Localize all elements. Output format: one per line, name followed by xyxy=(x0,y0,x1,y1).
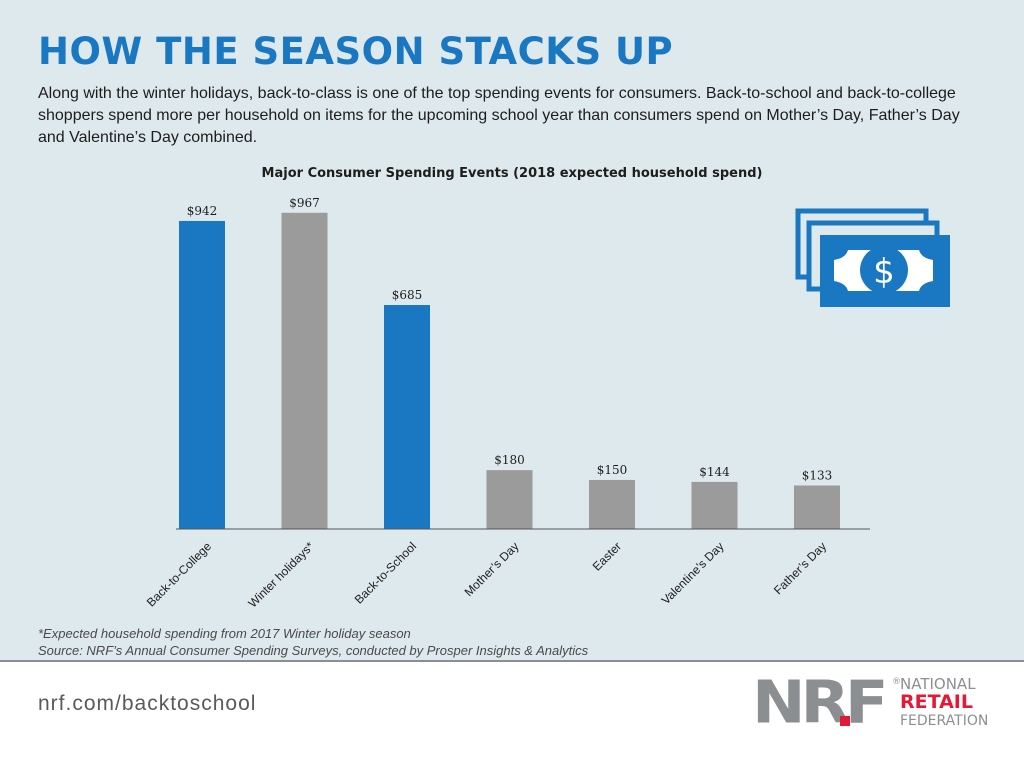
category-label-valentine-s-day: Valentine’s Day xyxy=(659,539,727,607)
intro-paragraph: Along with the winter holidays, back-to-… xyxy=(38,85,960,146)
value-label-back-to-college: $942 xyxy=(187,204,218,218)
content-panel xyxy=(0,0,1024,660)
value-label-valentine-s-day: $144 xyxy=(699,465,730,479)
chart-value-labels: $942 $967 $685 $180 $150 $144 $133 xyxy=(187,196,833,483)
chart-footnotes: *Expected household spending from 2017 W… xyxy=(38,625,588,659)
nrf-logo-national: NATIONAL xyxy=(900,675,976,693)
footnote-note: *Expected household spending from 2017 W… xyxy=(38,626,411,641)
chart-category-labels: Back-to-College Winter holidays* Back-to-S… xyxy=(144,539,829,610)
value-label-easter: $150 xyxy=(597,463,628,477)
nrf-logo-letters: NRF xyxy=(752,672,884,736)
value-label-mother-s-day: $180 xyxy=(494,453,525,467)
chart-title: Major Consumer Spending Events (2018 exp… xyxy=(261,166,763,181)
nrf-logo-reg: ® xyxy=(892,677,901,687)
footer-url[interactable]: nrf.com/backtoschool xyxy=(38,692,257,715)
chart-bars xyxy=(179,212,840,529)
category-label-mother-s-day: Mother’s Day xyxy=(462,539,522,599)
money-bills-icon: $ xyxy=(795,208,950,307)
bar-valentine-s-day xyxy=(691,481,738,529)
bar-back-to-college xyxy=(179,220,225,529)
footer-divider xyxy=(0,660,1024,662)
bar-winter-holidays xyxy=(281,212,328,529)
category-label-back-to-school: Back-to-School xyxy=(352,539,419,606)
category-label-father-s-day: Father’s Day xyxy=(771,539,829,597)
bar-easter xyxy=(589,479,635,529)
value-label-back-to-school: $685 xyxy=(392,288,423,302)
nrf-logo-retail: RETAIL xyxy=(900,691,973,713)
bar-back-to-school xyxy=(384,305,430,529)
nrf-logo-red-mark xyxy=(840,716,850,726)
category-label-winter-holidays: Winter holidays* xyxy=(245,539,316,610)
bar-mother-s-day xyxy=(486,470,533,529)
category-label-easter: Easter xyxy=(590,539,624,573)
category-label-back-to-college: Back-to-College xyxy=(144,539,214,609)
nrf-logo: NRF ® NATIONAL RETAIL FEDERATION xyxy=(752,672,988,736)
footnote-source: Source: NRF’s Annual Consumer Spending S… xyxy=(38,643,589,658)
dollar-sign-glyph: $ xyxy=(873,252,895,292)
bar-chart: $942 $967 $685 $180 $150 $144 $133 Back-to-Col… xyxy=(144,196,950,610)
nrf-logo-federation: FEDERATION xyxy=(900,713,988,729)
value-label-winter-holidays: $967 xyxy=(289,196,320,210)
bar-father-s-day xyxy=(794,485,840,529)
value-label-father-s-day: $133 xyxy=(802,469,833,483)
page-title: HOW THE SEASON STACKS UP xyxy=(38,30,674,73)
